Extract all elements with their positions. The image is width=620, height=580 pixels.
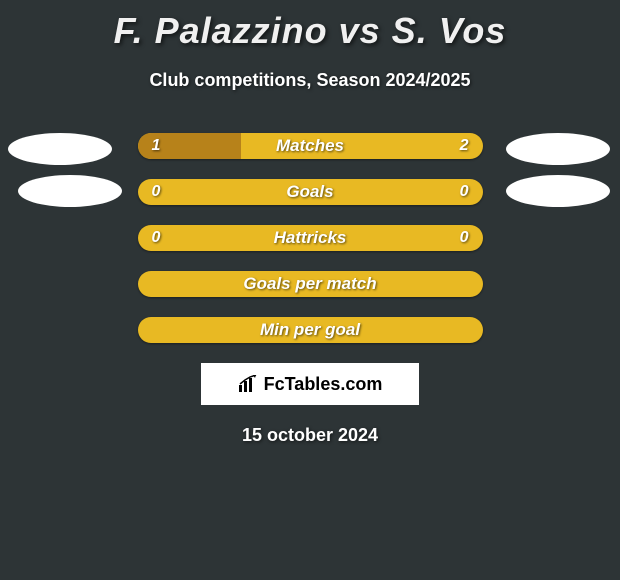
team-left-logo-alt <box>18 175 122 207</box>
team-right-logo <box>506 133 610 165</box>
stat-bar-min-per-goal: Min per goal <box>138 317 483 343</box>
stat-bars: 1 Matches 2 0 Goals 0 0 Hattricks 0 Goal… <box>138 133 483 343</box>
stat-right-value: 0 <box>460 183 469 201</box>
stat-bar-hattricks: 0 Hattricks 0 <box>138 225 483 251</box>
stat-left-value: 0 <box>152 229 161 247</box>
date-label: 15 october 2024 <box>0 425 620 446</box>
stat-bar-goals: 0 Goals 0 <box>138 179 483 205</box>
stat-bar-matches: 1 Matches 2 <box>138 133 483 159</box>
stat-left-value: 1 <box>152 137 161 155</box>
fctables-label: FcTables.com <box>264 363 383 405</box>
stat-right-value: 2 <box>460 137 469 155</box>
team-left-logo <box>8 133 112 165</box>
stat-right-value: 0 <box>460 229 469 247</box>
stat-label: Hattricks <box>274 228 347 248</box>
stat-label: Goals <box>286 182 333 202</box>
stat-left-value: 0 <box>152 183 161 201</box>
subtitle: Club competitions, Season 2024/2025 <box>0 70 620 91</box>
stat-label: Matches <box>276 136 344 156</box>
chart-icon <box>238 375 260 393</box>
team-right-logo-alt <box>506 175 610 207</box>
page-title: F. Palazzino vs S. Vos <box>0 0 620 52</box>
fctables-link[interactable]: FcTables.com <box>201 363 419 405</box>
stats-area: 1 Matches 2 0 Goals 0 0 Hattricks 0 Goal… <box>0 133 620 446</box>
stat-label: Goals per match <box>243 274 376 294</box>
stat-label: Min per goal <box>260 320 360 340</box>
stat-bar-goals-per-match: Goals per match <box>138 271 483 297</box>
